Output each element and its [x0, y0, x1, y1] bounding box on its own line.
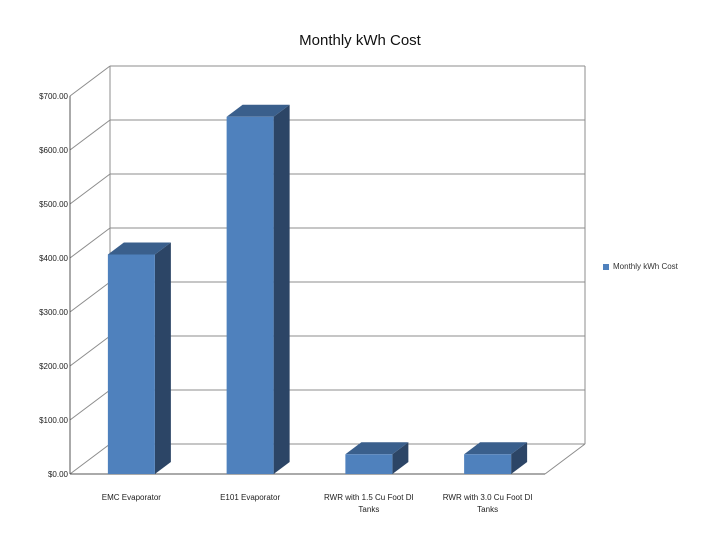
bar-front [107, 254, 155, 474]
bar-top [464, 442, 528, 455]
bar-side [511, 442, 528, 474]
gridline-diagonal [69, 173, 111, 205]
x-tick-label: Tanks [477, 505, 498, 514]
x-tick-label: RWR with 3.0 Cu Foot DI [443, 493, 533, 502]
y-tick-label: $400.00 [39, 254, 68, 263]
bar-side [154, 242, 171, 474]
bar-front [464, 454, 512, 474]
bar [107, 242, 171, 474]
bar-side [392, 442, 409, 474]
x-tick-label: RWR with 1.5 Cu Foot DI [324, 493, 414, 502]
y-tick-label: $200.00 [39, 362, 68, 371]
y-tick-label: $300.00 [39, 308, 68, 317]
bar-top [345, 442, 409, 455]
legend-swatch [603, 263, 609, 270]
chart-title: Monthly kWh Cost [299, 32, 421, 49]
gridline-diagonal [69, 281, 111, 313]
floor-right-edge [544, 443, 586, 475]
bar [464, 442, 528, 474]
bar-top [226, 104, 290, 117]
gridline-diagonal [69, 65, 111, 97]
x-tick-label: EMC Evaporator [102, 493, 161, 502]
x-tick-labels: EMC Evaporator E101 Evaporator RWR with 1.… [102, 493, 533, 514]
gridline-diagonal [69, 389, 111, 421]
y-tick-labels: $0.00 $100.00 $200.00 $300.00 $400.00 $500.00… [39, 92, 68, 479]
legend: Monthly kWh Cost [603, 262, 678, 271]
y-tick-label: $500.00 [39, 200, 68, 209]
legend-label: Monthly kWh Cost [613, 262, 678, 271]
y-tick-label: $700.00 [39, 92, 68, 101]
gridline-diagonal [69, 227, 111, 259]
gridlines [69, 65, 585, 475]
y-tick-label: $100.00 [39, 416, 68, 425]
gridline-diagonal [69, 443, 111, 475]
y-tick-label: $0.00 [48, 470, 69, 479]
bar [226, 104, 290, 475]
bar-top [107, 242, 171, 255]
bars [107, 104, 528, 475]
gridline-diagonal [69, 119, 111, 151]
x-tick-label: E101 Evaporator [220, 493, 280, 502]
gridline-diagonal [69, 335, 111, 367]
y-tick-label: $600.00 [39, 146, 68, 155]
x-tick-label: Tanks [358, 505, 379, 514]
bar-front [226, 116, 274, 475]
bar-side [273, 104, 290, 475]
bar-front [345, 454, 393, 474]
bar [345, 442, 409, 474]
